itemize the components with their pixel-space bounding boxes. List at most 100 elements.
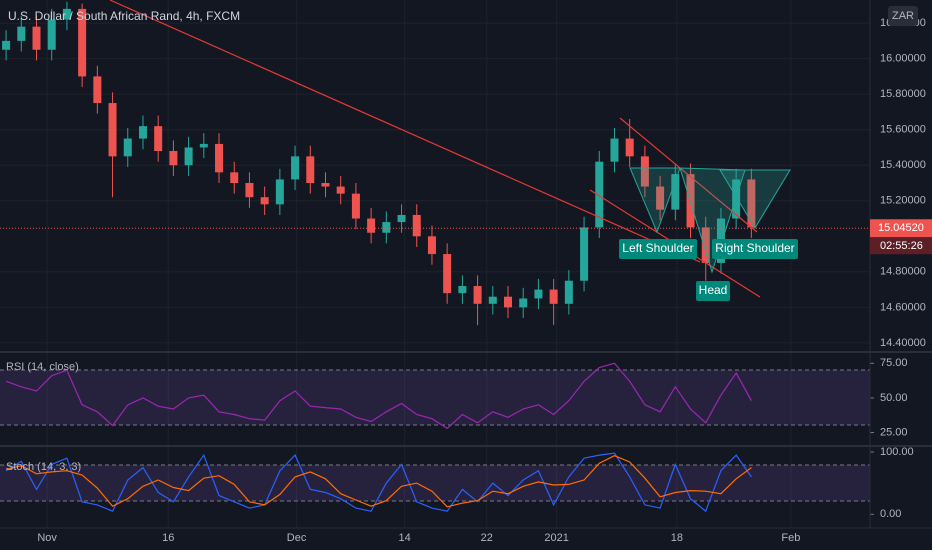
candle-body [610, 138, 619, 162]
indicator-line [5, 362, 752, 430]
countdown-box [870, 237, 932, 255]
candle-body [245, 182, 254, 198]
candle-body [291, 156, 300, 180]
candle-body [321, 182, 330, 187]
candle-body [640, 156, 649, 187]
annotation-box [619, 239, 697, 259]
candle-body [93, 76, 102, 104]
candle-body [123, 138, 132, 157]
shoulder-triangle [629, 167, 681, 234]
y-tick-label: 50.00 [880, 392, 908, 404]
candle-body [534, 289, 543, 299]
candle-body [595, 161, 604, 228]
candle-body [215, 143, 224, 173]
currency-button-label[interactable]: ZAR [892, 10, 914, 22]
y-tick-label: 100.00 [880, 446, 914, 458]
indicator-line [5, 455, 752, 508]
candle-body [351, 193, 360, 219]
x-tick-label: Nov [37, 532, 57, 544]
x-tick-label: Feb [781, 532, 800, 544]
y-tick-label: 15.40000 [880, 159, 926, 171]
candle-body [564, 280, 573, 304]
trend-line [109, 0, 701, 263]
y-tick-label: 15.20000 [880, 195, 926, 207]
candle-body [108, 103, 117, 157]
candle-body [458, 286, 467, 294]
head-triangle [679, 167, 746, 274]
candle-body [747, 179, 756, 228]
last-price-label: 15.04520 [878, 222, 924, 234]
trend-line [619, 117, 758, 233]
candle-body [701, 227, 710, 263]
y-tick-label: 14.80000 [880, 266, 926, 278]
indicator-title: RSI (14, close) [6, 361, 79, 373]
y-tick-label: 14.40000 [880, 337, 926, 349]
y-tick-label: 15.60000 [880, 124, 926, 136]
candle-body [443, 254, 452, 294]
candle-body [580, 227, 589, 281]
rsi-band [0, 370, 870, 425]
candle-body [230, 172, 239, 183]
y-tick-label: 0.00 [880, 508, 901, 520]
chart-title: U.S. Dollar / South African Rand, 4h, FX… [8, 9, 240, 23]
annotation: Head [699, 283, 728, 297]
annotation-box [712, 239, 798, 259]
x-tick-label: Dec [287, 532, 307, 544]
y-tick-label: 16.00000 [880, 53, 926, 65]
candle-body [488, 296, 497, 304]
candle-body [138, 126, 147, 139]
y-tick-label: 14.60000 [880, 301, 926, 313]
candle-body [32, 26, 41, 50]
candle-body [732, 179, 741, 219]
indicator-title: Stoch (14, 3, 3) [6, 461, 81, 473]
annotation: Left Shoulder [622, 241, 693, 255]
axes: Nov 16 Dec 14 22 2021 18 Feb 14.40000 14.60000 14.… [37, 17, 932, 544]
drawings [109, 0, 791, 298]
candle-body [504, 296, 513, 308]
candle-body [367, 218, 376, 233]
x-tick-label: 14 [398, 532, 410, 544]
candle-body [169, 151, 178, 166]
candle-body [519, 298, 528, 308]
candle-body [47, 19, 56, 50]
candle-body [2, 40, 11, 50]
annotation-box [696, 281, 730, 301]
indicator-line [5, 452, 752, 513]
candle-body [412, 214, 421, 237]
stoch-band [0, 465, 870, 501]
last-price-box [870, 219, 932, 238]
candle-body [275, 179, 284, 205]
candle-body [671, 174, 680, 210]
y-tick-label: 75.00 [880, 357, 908, 369]
grid [0, 0, 874, 528]
candle-body [154, 126, 163, 152]
candle-body [397, 214, 406, 223]
candle-body [306, 156, 315, 183]
candle-body [427, 236, 436, 255]
countdown-label: 02:55:26 [880, 240, 923, 252]
candle-body [625, 138, 634, 157]
x-tick-label: 2021 [544, 532, 568, 544]
candle-body [62, 8, 71, 20]
candle-body [17, 26, 26, 41]
candle-body [382, 222, 391, 233]
candle-body [549, 289, 558, 304]
x-tick-label: 16 [162, 532, 174, 544]
candle-body [260, 197, 269, 205]
candle-body [473, 286, 482, 304]
currency-button[interactable] [888, 6, 918, 26]
candle-body [656, 186, 665, 210]
annotation: Right Shoulder [715, 241, 794, 255]
shoulder-triangle [719, 169, 791, 229]
candle-body [336, 186, 345, 194]
x-tick-label: 22 [481, 532, 493, 544]
candle-body [78, 8, 87, 77]
x-tick-label: 18 [671, 532, 683, 544]
candle-body [199, 143, 208, 148]
y-tick-label: 25.00 [880, 426, 908, 438]
y-tick-label: 15.80000 [880, 88, 926, 100]
candle-body [184, 147, 193, 166]
annotations: Left Shoulder Head Right Shoulder [619, 239, 798, 301]
